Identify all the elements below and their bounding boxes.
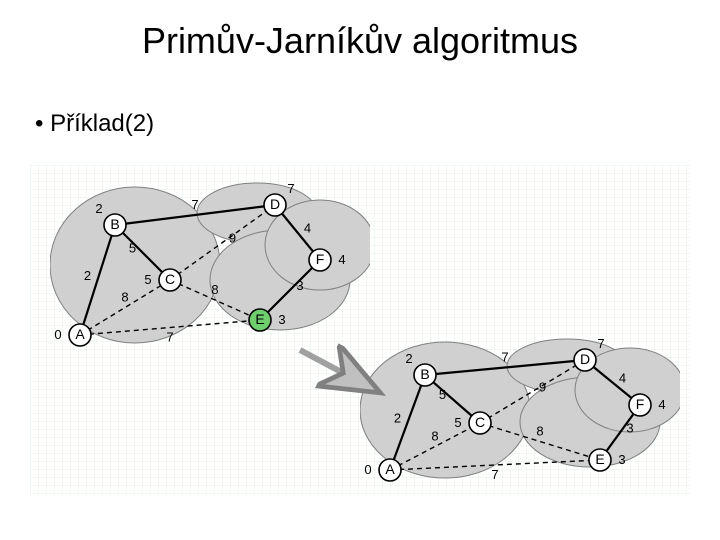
svg-text:2: 2	[84, 268, 91, 283]
graph-left: 275879843A0B2C5D7E3F4	[50, 170, 370, 380]
svg-text:9: 9	[539, 380, 546, 395]
svg-text:C: C	[475, 414, 485, 430]
svg-text:D: D	[580, 351, 590, 367]
svg-text:8: 8	[536, 424, 543, 439]
bullet-text: Příklad(2)	[50, 110, 154, 137]
svg-text:7: 7	[501, 350, 508, 365]
svg-text:4: 4	[304, 221, 311, 236]
svg-text:3: 3	[278, 312, 285, 327]
svg-text:7: 7	[597, 336, 604, 351]
svg-text:5: 5	[129, 241, 136, 256]
svg-text:F: F	[636, 396, 645, 412]
svg-text:E: E	[255, 311, 264, 327]
svg-text:4: 4	[338, 252, 345, 267]
svg-text:7: 7	[166, 330, 173, 345]
svg-text:A: A	[385, 461, 395, 477]
svg-text:3: 3	[618, 452, 625, 467]
svg-text:2: 2	[95, 201, 102, 216]
bullet-example: • Příklad(2)	[35, 110, 154, 138]
svg-text:9: 9	[229, 231, 236, 246]
svg-text:3: 3	[296, 278, 303, 293]
svg-text:5: 5	[454, 415, 461, 430]
svg-text:C: C	[165, 271, 175, 287]
svg-text:0: 0	[364, 462, 371, 477]
svg-text:3: 3	[626, 421, 633, 436]
svg-text:D: D	[270, 196, 280, 212]
svg-text:A: A	[75, 326, 85, 342]
svg-text:7: 7	[287, 181, 294, 196]
svg-text:2: 2	[405, 351, 412, 366]
svg-text:F: F	[316, 251, 325, 267]
svg-text:4: 4	[619, 371, 626, 386]
svg-text:E: E	[595, 451, 604, 467]
svg-text:4: 4	[658, 397, 665, 412]
svg-text:5: 5	[144, 272, 151, 287]
svg-text:8: 8	[431, 429, 438, 444]
page-title: Primův-Jarníkův algoritmus	[0, 20, 720, 62]
svg-text:8: 8	[211, 282, 218, 297]
svg-text:2: 2	[394, 411, 401, 426]
graph-right: 275879843A0B2C5D7E3F4	[360, 330, 680, 510]
svg-text:8: 8	[121, 290, 128, 305]
svg-text:7: 7	[491, 467, 498, 482]
svg-text:5: 5	[439, 387, 446, 402]
svg-text:B: B	[420, 366, 429, 382]
svg-text:B: B	[110, 216, 119, 232]
svg-text:7: 7	[191, 197, 198, 212]
svg-text:0: 0	[54, 327, 61, 342]
